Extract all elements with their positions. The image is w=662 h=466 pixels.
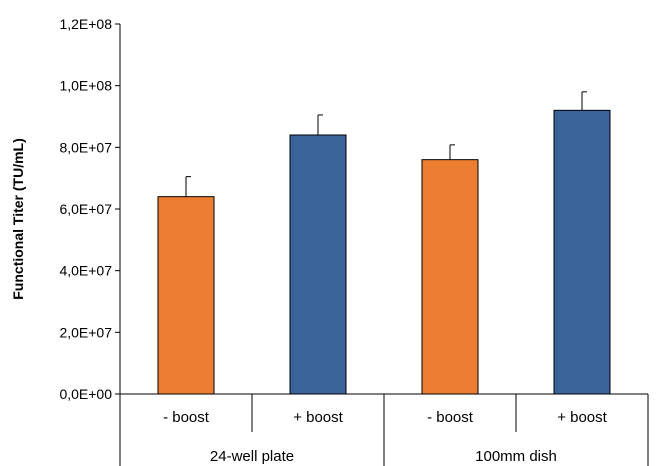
x-category-label: - boost xyxy=(427,409,474,426)
bar xyxy=(157,196,215,395)
x-category-label: + boost xyxy=(557,409,607,426)
x-category-label: + boost xyxy=(293,409,343,426)
bar xyxy=(421,159,479,395)
y-axis-label: Functional Titer (TU/mL) xyxy=(10,138,26,300)
y-tick-label: 1,0E+08 xyxy=(59,78,112,94)
y-tick-label: 6,0E+07 xyxy=(59,201,112,217)
y-tick-label: 1,2E+08 xyxy=(59,16,112,32)
x-axis: - boost + boost 24-well plate - boost + boos… xyxy=(119,393,649,466)
y-tick-label: 2,0E+07 xyxy=(59,324,112,340)
x-group-label: 100mm dish xyxy=(475,448,557,465)
bar xyxy=(553,109,611,395)
x-category-label: - boost xyxy=(163,409,210,426)
bars xyxy=(157,91,611,395)
y-ticks: 0,0E+00 2,0E+07 4,0E+07 6,0E+07 8,0E+07 1,0E+… xyxy=(59,16,120,402)
y-axis: 0,0E+00 2,0E+07 4,0E+07 6,0E+07 8,0E+07 1,0E+… xyxy=(59,16,121,402)
x-group-label: 24-well plate xyxy=(210,448,294,465)
y-tick-label: 0,0E+00 xyxy=(59,386,112,402)
y-tick-label: 8,0E+07 xyxy=(59,139,112,155)
bar xyxy=(289,134,347,395)
y-tick-label: 4,0E+07 xyxy=(59,263,112,279)
